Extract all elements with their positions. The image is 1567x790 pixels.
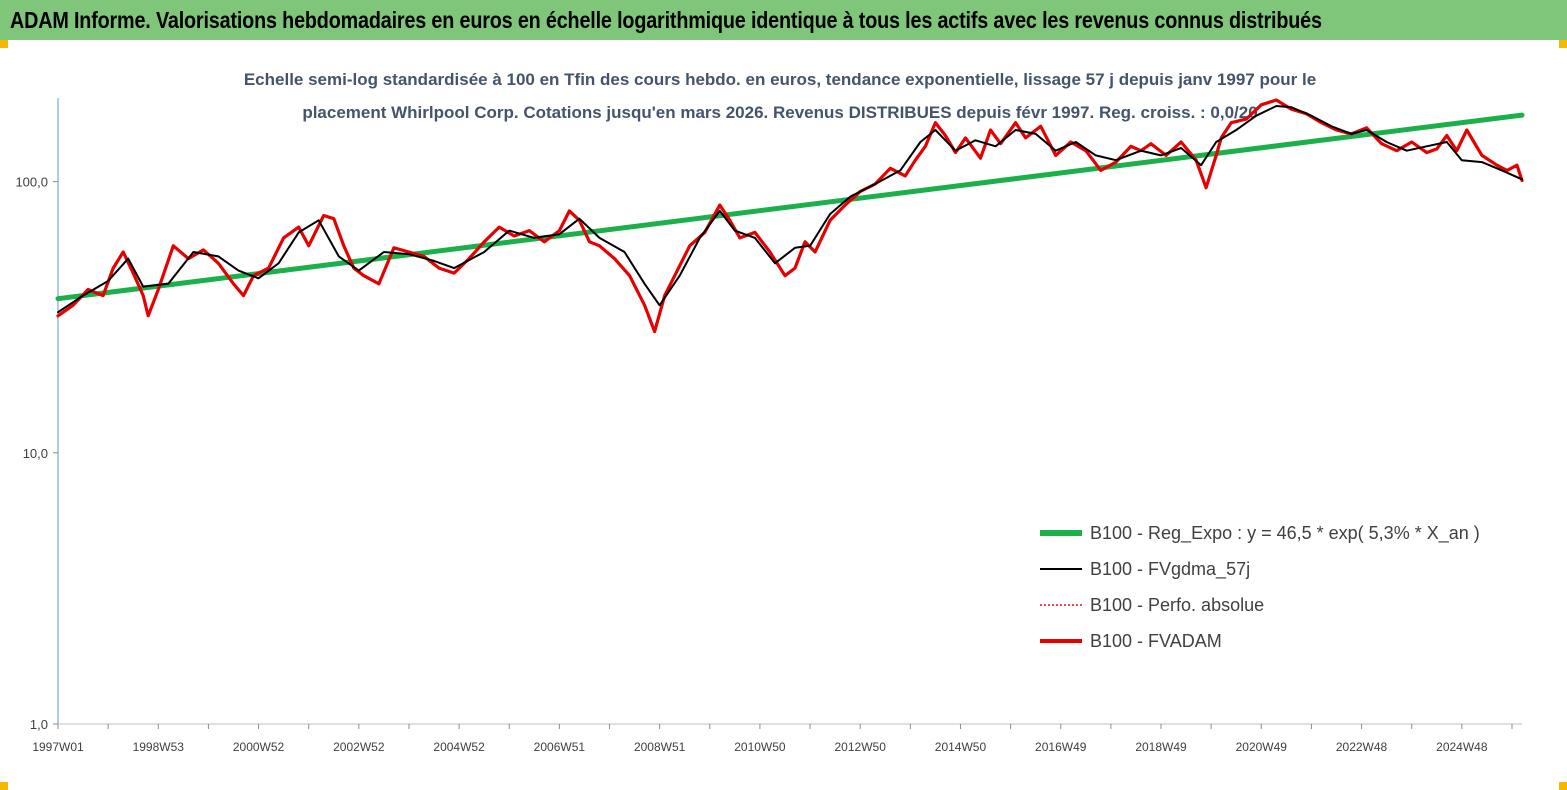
x-tick-label: 2006W51 (534, 740, 586, 754)
corner-mark-bottom-left (0, 782, 8, 790)
legend-label: B100 - FVADAM (1090, 631, 1222, 651)
banner-title: ADAM Informe. Valorisations hebdomadaire… (10, 7, 1322, 33)
x-tick-label: 2016W49 (1035, 740, 1087, 754)
x-tick-label: 2010W50 (734, 740, 786, 754)
legend-label: B100 - FVgdma_57j (1090, 559, 1250, 580)
x-tick-label: 2020W49 (1236, 740, 1288, 754)
y-tick-label: 100,0 (15, 175, 48, 190)
x-tick-label: 2012W50 (835, 740, 887, 754)
x-tick-label: 2004W52 (433, 740, 485, 754)
smoothed-line-series (57, 105, 1523, 314)
x-tick-label: 2018W49 (1135, 740, 1187, 754)
x-tick-label: 1997W01 (32, 740, 84, 754)
fvadam-line-series (56, 98, 1524, 334)
legend-label: B100 - Reg_Expo : y = 46,5 * exp( 5,3% *… (1090, 523, 1480, 544)
trend-line-series (55, 112, 1525, 302)
chart-subtitle-line2: placement Whirlpool Corp. Cotations jusq… (302, 103, 1257, 122)
y-tick-label: 1,0 (30, 717, 48, 732)
corner-mark-bottom-right (1559, 782, 1567, 790)
y-tick-label: 10,0 (23, 446, 48, 461)
chart-subtitle-line1: Echelle semi-log standardisée à 100 en T… (244, 70, 1316, 89)
chart-series (55, 98, 1525, 334)
corner-mark-top-right (1559, 40, 1567, 48)
x-tick-label: 1998W53 (133, 740, 185, 754)
x-tick-label: 2024W48 (1436, 740, 1488, 754)
chart-axes: 1,0 10,0 100,0 1997W01 1998W53 2000W52 2002W52… (15, 98, 1522, 754)
corner-mark-top-left (0, 40, 8, 48)
x-tick-label: 2002W52 (333, 740, 385, 754)
x-tick-label: 2008W51 (634, 740, 686, 754)
x-tick-label: 2000W52 (233, 740, 285, 754)
legend-label: B100 - Perfo. absolue (1090, 595, 1264, 615)
x-tick-label: 2014W50 (935, 740, 987, 754)
x-tick-label: 2022W48 (1336, 740, 1388, 754)
title-banner: ADAM Informe. Valorisations hebdomadaire… (0, 0, 1567, 40)
chart-legend: B100 - Reg_Expo : y = 46,5 * exp( 5,3% *… (1040, 523, 1480, 651)
